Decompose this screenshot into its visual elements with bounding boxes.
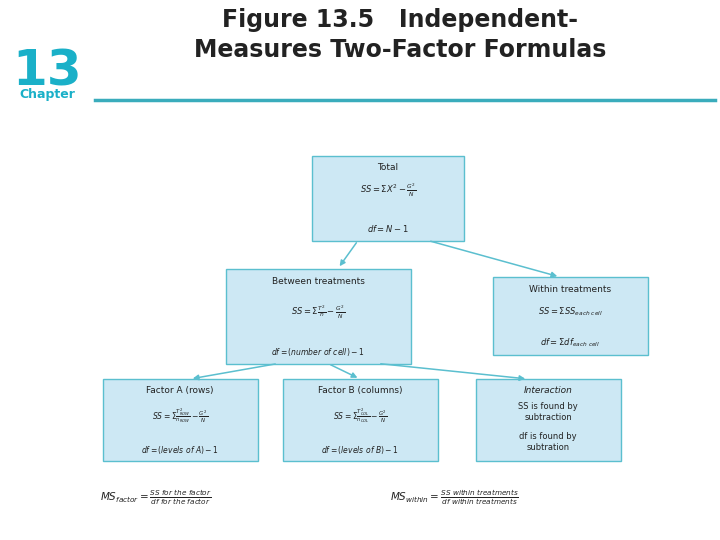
Text: Within treatments: Within treatments [529, 285, 611, 294]
Bar [475, 379, 621, 461]
Text: Factor B (columns): Factor B (columns) [318, 386, 402, 395]
Text: $SS = \Sigma\frac{T^2}{n} - \frac{G^2}{N}$: $SS = \Sigma\frac{T^2}{n} - \frac{G^2}{N… [291, 303, 345, 321]
Text: $df = \Sigma df_{each\ cell}$: $df = \Sigma df_{each\ cell}$ [540, 337, 600, 349]
Text: df is found by
subtration: df is found by subtration [519, 431, 577, 453]
Bar [312, 156, 464, 240]
Text: Between treatments: Between treatments [271, 276, 364, 286]
Text: Total: Total [377, 164, 399, 172]
Bar [102, 379, 258, 461]
Text: $SS = \Sigma\frac{T^2_{COL}}{n_{COL}} - \frac{G^2}{N}$: $SS = \Sigma\frac{T^2_{COL}}{n_{COL}} - … [333, 407, 387, 426]
Text: $df = (levels\ of\ A) - 1$: $df = (levels\ of\ A) - 1$ [141, 444, 219, 456]
Text: $df = (levels\ of\ B) - 1$: $df = (levels\ of\ B) - 1$ [321, 444, 399, 456]
Text: Interaction: Interaction [523, 386, 572, 395]
Text: Factor A (rows): Factor A (rows) [146, 386, 214, 395]
Text: $df = N - 1$: $df = N - 1$ [367, 223, 409, 234]
Bar [225, 268, 410, 363]
Text: $MS_{within} = \frac{SS\ within\ treatments}{df\ within\ treatments}$: $MS_{within} = \frac{SS\ within\ treatme… [390, 489, 519, 507]
Text: SS is found by
subtraction: SS is found by subtraction [518, 402, 578, 422]
Bar [492, 277, 647, 355]
Text: $SS = \Sigma\frac{T^2_{ROW}}{n_{ROW}} - \frac{G^2}{N}$: $SS = \Sigma\frac{T^2_{ROW}}{n_{ROW}} - … [152, 407, 208, 426]
Text: Measures Two-Factor Formulas: Measures Two-Factor Formulas [194, 38, 606, 62]
Text: Figure 13.5   Independent-: Figure 13.5 Independent- [222, 8, 578, 32]
Text: Chapter: Chapter [19, 88, 75, 101]
Text: 13: 13 [12, 48, 82, 96]
Text: $SS = \Sigma SS_{each\ cell}$: $SS = \Sigma SS_{each\ cell}$ [538, 306, 603, 318]
Text: $MS_{factor} = \frac{SS\ for\ the\ factor}{df\ for\ the\ factor}$: $MS_{factor} = \frac{SS\ for\ the\ facto… [100, 489, 212, 507]
Bar [282, 379, 438, 461]
Text: $SS = \Sigma X^2 - \frac{G^2}{N}$: $SS = \Sigma X^2 - \frac{G^2}{N}$ [360, 181, 416, 199]
Text: $df = (number\ of\ cell) - 1$: $df = (number\ of\ cell) - 1$ [271, 346, 365, 357]
